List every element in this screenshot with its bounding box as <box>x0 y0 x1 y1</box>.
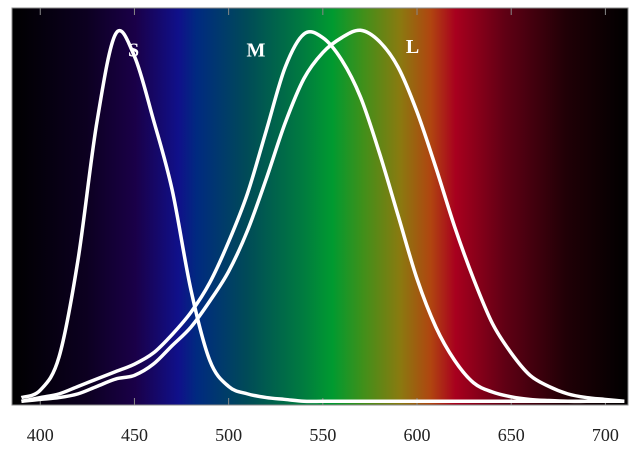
x-tick-label: 700 <box>592 425 619 445</box>
curve-label: L <box>406 36 419 58</box>
x-tick-label: 650 <box>498 425 525 445</box>
x-tick-label: 450 <box>121 425 148 445</box>
plot-frame <box>11 7 629 406</box>
x-tick-label: 400 <box>27 425 54 445</box>
curve <box>21 30 625 404</box>
curve-label: M <box>247 40 266 62</box>
x-tick-label: 550 <box>309 425 336 445</box>
spectrum-background <box>12 8 628 405</box>
curve <box>21 28 625 404</box>
curve <box>20 29 625 404</box>
x-tick-label: 500 <box>215 425 242 445</box>
x-tick-label: 600 <box>404 425 431 445</box>
curve-label: S <box>128 40 139 62</box>
